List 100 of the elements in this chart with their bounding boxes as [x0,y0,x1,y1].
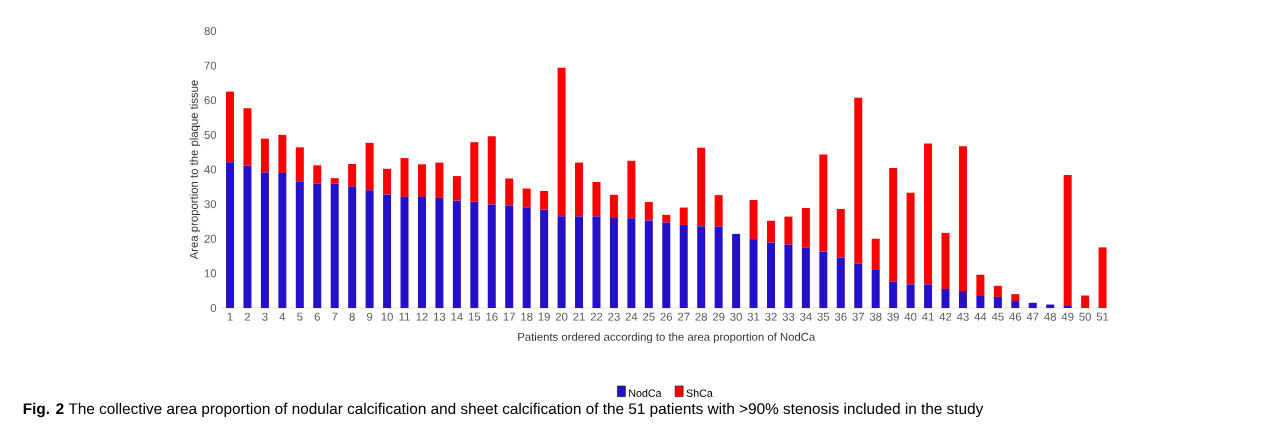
bar [924,284,933,308]
bar [976,295,985,308]
bar [1028,302,1037,308]
x-tick-label: 20 [555,312,568,321]
bar [365,142,374,191]
x-tick-label: 17 [503,312,515,321]
bar [505,178,514,206]
bar [452,176,461,201]
bar [417,196,426,308]
y-tick-label: 60 [204,96,217,105]
x-tick-label: 29 [712,312,725,321]
y-tick-label: 40 [204,165,217,174]
x-tick-label: 50 [1079,312,1091,321]
x-tick-label: 49 [1061,312,1074,321]
bar [330,178,339,184]
x-tick-label: 30 [730,312,742,321]
bar [732,233,741,308]
x-tick-label: 4 [279,312,286,321]
x-tick-label: 38 [869,312,882,321]
legend-label: ShCa [686,389,713,397]
x-tick-label: 31 [747,312,760,321]
bar [470,201,479,308]
bar [470,142,479,202]
x-tick-label: 40 [904,312,917,321]
bar [365,190,374,308]
y-tick-label: 80 [204,27,217,36]
bar [836,208,845,258]
x-tick-label: 41 [922,312,934,321]
bar [941,288,950,308]
bar [487,136,496,205]
bar [627,218,636,308]
bar [487,204,496,308]
bar [766,220,775,243]
bar [575,162,584,217]
x-tick-label: 7 [332,312,338,321]
x-tick-label: 9 [366,312,373,321]
bar [505,205,514,308]
bar [784,216,793,245]
bar [348,163,357,187]
y-tick-label: 30 [204,200,217,209]
x-tick-label: 48 [1044,312,1057,321]
bar [836,257,845,308]
bar [801,207,810,248]
x-tick-label: 14 [451,312,463,321]
bar [924,143,933,285]
x-tick-label: 15 [468,312,481,321]
bar [592,181,601,217]
x-tick-label: 1 [227,312,233,321]
bar [313,183,322,308]
y-axis-title: Area proportion to the plaque tissue [189,80,201,260]
bar [627,160,636,219]
bar [766,242,775,308]
x-tick-label: 26 [660,312,673,321]
bar [400,158,409,197]
bar [958,291,967,308]
bar [540,209,549,308]
x-tick-label: 23 [608,312,620,321]
bar [993,285,1002,297]
x-tick-label: 8 [349,312,355,321]
x-tick-label: 42 [939,312,952,321]
y-tick-label: 70 [204,61,217,70]
bar [854,263,863,308]
bar [697,147,706,227]
bar [889,281,898,308]
x-tick-label: 39 [887,312,899,321]
bar [679,224,688,308]
bar [592,216,601,308]
x-tick-label: 37 [852,312,864,321]
bar [714,226,723,308]
x-tick-label: 46 [1009,312,1022,321]
bar [784,244,793,308]
bar [644,220,653,308]
x-tick-label: 13 [433,312,446,321]
y-tick-label: 0 [210,304,217,313]
bar [243,108,252,166]
bar [644,202,653,221]
bar [749,199,758,240]
legend-label: NodCa [629,389,662,397]
x-tick-label: 21 [573,312,585,321]
x-tick-label: 47 [1026,312,1039,321]
x-tick-label: 35 [817,312,830,321]
bar [435,197,444,308]
x-tick-label: 10 [381,312,393,321]
bar [941,232,950,289]
x-axis-title: Patients ordered according to the area proportion of NodCa [518,332,816,344]
bar [522,188,531,208]
x-tick-label: 43 [956,312,969,321]
bar [226,91,234,163]
x-tick-label: 32 [765,312,777,321]
bar [1098,247,1107,308]
bar [1063,175,1072,306]
bar [226,162,234,308]
x-tick-label: 33 [782,312,795,321]
bar [609,217,618,308]
bar [1011,301,1020,308]
bar [522,207,531,308]
bar [906,284,915,308]
x-tick-label: 28 [695,312,707,321]
bar [662,214,671,223]
bar [801,247,810,308]
